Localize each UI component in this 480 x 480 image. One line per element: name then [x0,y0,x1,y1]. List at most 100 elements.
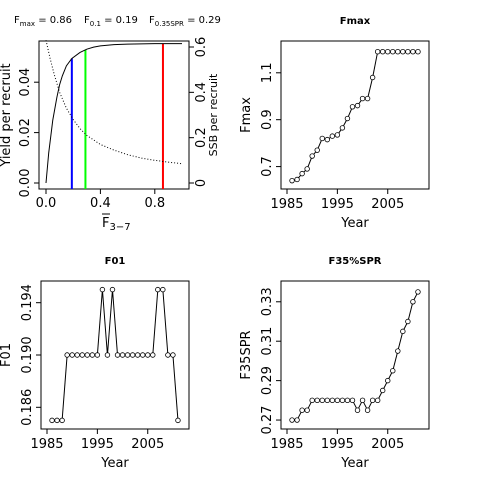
fmax-label: Fmax = 0.86 [14,15,72,28]
data-point [415,289,421,295]
data-point [314,397,320,404]
data-point [289,177,295,184]
point-connector [367,77,374,99]
fmax-points [289,48,421,184]
data-point [410,299,416,305]
data-point [364,407,371,413]
data-point [329,397,336,404]
f35spr-x-axis-title: Year [340,456,369,471]
svg-text:F3−7: F3−7 [102,216,131,233]
x-tick-label: 1985 [270,197,303,212]
x-tick-label: 0.4 [90,196,111,211]
data-point [119,352,126,358]
ypr-y2-axis-title: SSB per recruit [207,73,220,156]
point-connector [61,354,68,421]
data-point [354,102,361,109]
y-tick-label: 0.7 [260,156,275,177]
y2-tick-label: 0 [194,179,209,187]
ypr-plot-frame [38,40,190,190]
data-point [134,352,141,358]
reference-lines [70,43,164,189]
data-point [54,417,60,424]
x-ticks: 1985 1995 2005 [270,189,404,212]
data-point [140,352,146,358]
y-tick-label: 0.194 [20,284,35,321]
y-ticks: 0.00 0.02 0.04 [18,68,39,197]
f35spr-plot-frame [280,280,430,430]
data-point [400,328,406,335]
data-point [324,397,330,404]
data-point [304,166,310,172]
point-connector [407,301,414,322]
data-point [395,48,401,55]
data-point [329,133,336,139]
data-point [385,48,391,55]
data-point [299,407,305,413]
ypr-x-axis-title: F3−7 [102,213,131,233]
data-point [160,286,166,293]
data-point [129,352,136,358]
data-point [165,352,171,358]
data-point [319,135,325,142]
data-point [104,352,111,358]
y2-ticks: 0 0.2 0.4 0.6 [189,37,209,187]
y-ticks: 0.7 0.9 1.1 [260,62,281,177]
data-point [390,368,396,374]
y-tick-label: 1.1 [260,62,275,83]
data-point [294,176,300,183]
data-point [334,397,341,404]
data-point [289,417,295,423]
y-tick-label: 0.9 [260,109,275,130]
data-point [385,377,391,384]
data-point [74,352,80,358]
data-point [109,286,116,293]
data-point [339,125,346,131]
y2-tick-label: 0.2 [194,127,209,148]
y-tick-label: 0.31 [260,327,275,356]
data-point [84,352,90,358]
fmax-plot-frame [280,40,430,190]
x-ticks: 0.0 0.4 0.8 [36,189,165,211]
y-tick-label: 0.33 [260,287,275,316]
data-point [380,387,386,394]
f35spr-points [289,289,421,423]
ypr-x-axis-symbol: F [102,216,109,231]
f35spr-y-axis-title: F35SPR [239,330,254,379]
data-point [415,48,421,55]
y-tick-label: 0.27 [260,406,275,435]
data-point [369,397,376,404]
data-point [410,48,416,55]
f01-panel: F01 1985 1995 2005 0.186 0.190 0.194 F01 Yea… [0,256,190,471]
f35spr-panel-title: F35%SPR [329,256,382,267]
y-tick-label: 0.02 [18,118,33,147]
fmax-panel-title: Fmax [340,16,371,27]
data-point [324,136,330,143]
data-point [339,397,346,404]
data-point [369,74,376,81]
data-point [374,48,381,55]
x-tick-label: 0.8 [144,196,165,211]
data-point [309,397,315,404]
data-point [294,417,300,423]
data-point [309,153,315,159]
ypr-panel: 0.0 0.4 0.8 0.00 0.02 0.04 0 0.2 0.4 0.6 Yield … [0,37,220,233]
fspr-label: F0.35SPR = 0.29 [149,15,221,28]
reference-points-header: Fmax = 0.86 F0.1 = 0.19 F0.35SPR = 0.29 [14,15,221,28]
data-point [390,48,396,55]
y-ticks: 0.27 0.29 0.31 0.33 [260,287,281,435]
x-tick-label: 1985 [30,437,63,452]
ypr-y-axis-title: Yield per recruit [0,63,14,167]
point-connector [111,289,119,356]
data-point [349,397,356,404]
yield-per-recruit-curve [45,43,182,184]
f01-panel-title: F01 [105,256,126,267]
f35spr-panel: F35%SPR 1985 1995 2005 0.27 0.29 0.31 0.33 F3… [239,256,430,471]
x-tick-label: 2005 [131,437,164,452]
f01-y-axis-title: F01 [0,343,14,367]
x-tick-label: 1995 [321,437,354,452]
data-point [344,397,351,404]
f01-label: F0.1 = 0.19 [84,15,138,28]
y-tick-label: 0.186 [20,389,35,426]
point-connector [172,354,179,421]
